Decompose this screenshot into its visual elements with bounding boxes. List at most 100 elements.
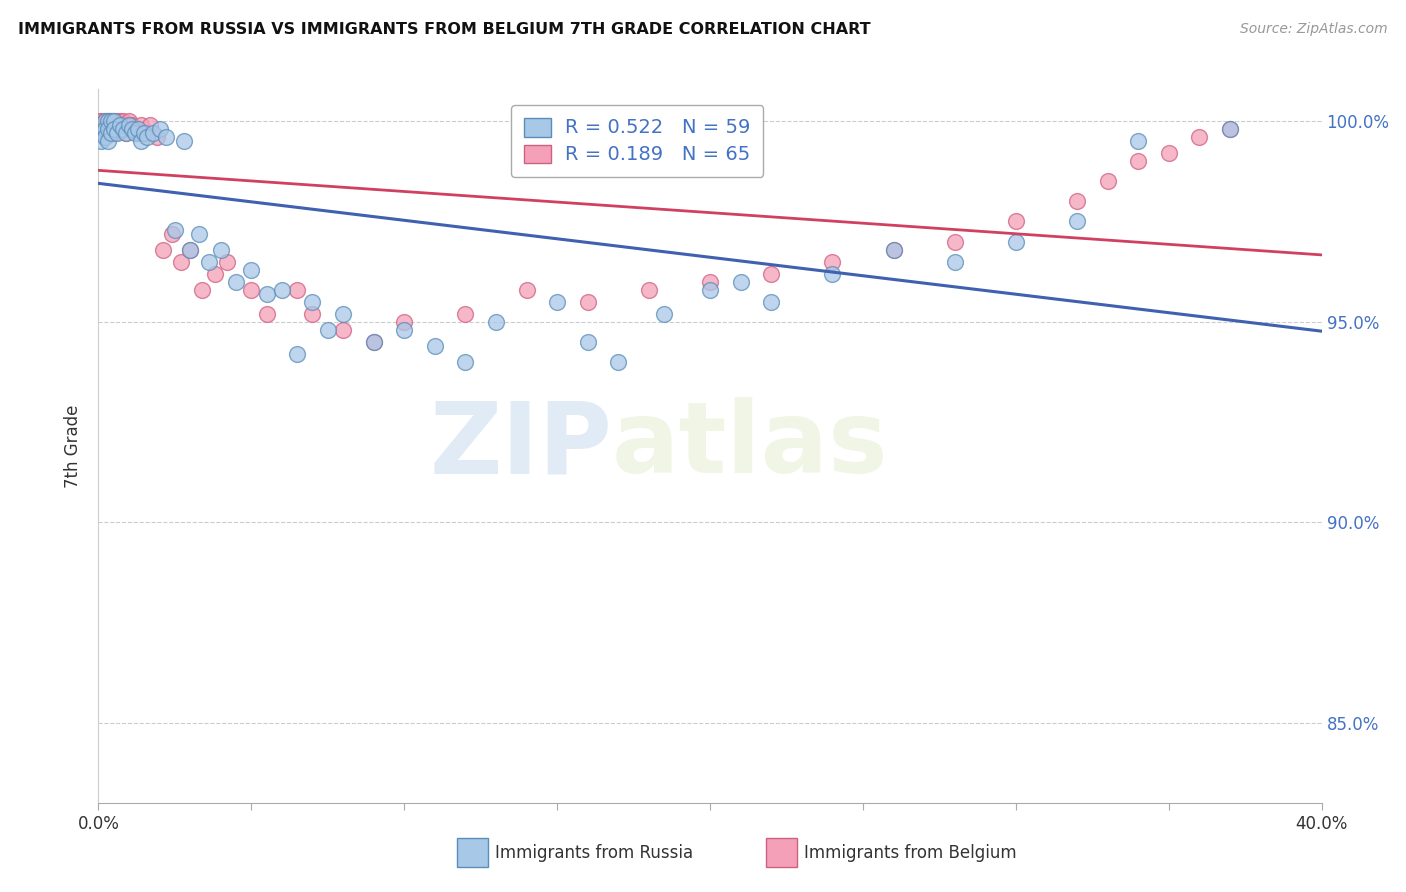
Point: [173, 134, 195, 148]
Point: [93, 114, 115, 128]
Point: [637, 283, 661, 297]
Point: [103, 114, 125, 128]
Point: [883, 243, 905, 257]
Point: [115, 126, 138, 140]
Point: [139, 118, 162, 132]
Point: [301, 294, 323, 309]
Point: [127, 122, 149, 136]
Point: [1157, 146, 1180, 161]
Point: [516, 283, 538, 297]
Point: [97, 118, 120, 132]
Point: [134, 126, 156, 140]
Point: [149, 122, 172, 136]
Legend: R = 0.522   N = 59, R = 0.189   N = 65: R = 0.522 N = 59, R = 0.189 N = 65: [512, 105, 763, 177]
Point: [129, 118, 152, 132]
Point: [1004, 235, 1026, 249]
Point: [115, 118, 138, 132]
Point: [163, 222, 186, 236]
Point: [316, 323, 339, 337]
Point: [1004, 214, 1026, 228]
Point: [759, 294, 782, 309]
Point: [191, 283, 214, 297]
Point: [145, 130, 167, 145]
Point: [93, 122, 115, 136]
Point: [170, 254, 193, 268]
Point: [100, 118, 122, 132]
Text: IMMIGRANTS FROM RUSSIA VS IMMIGRANTS FROM BELGIUM 7TH GRADE CORRELATION CHART: IMMIGRANTS FROM RUSSIA VS IMMIGRANTS FRO…: [18, 22, 870, 37]
Point: [121, 122, 143, 136]
Point: [108, 114, 131, 128]
Point: [652, 307, 675, 321]
Point: [392, 315, 416, 329]
Point: [179, 243, 201, 257]
Point: [332, 323, 354, 337]
Point: [301, 307, 323, 321]
Point: [118, 114, 141, 128]
Point: [240, 262, 263, 277]
Point: [121, 118, 143, 132]
Point: [209, 243, 232, 257]
Point: [392, 323, 416, 337]
Point: [93, 126, 115, 140]
Bar: [766, 838, 797, 867]
Point: [363, 334, 385, 349]
Point: [699, 283, 721, 297]
Point: [136, 130, 159, 145]
Point: [90, 122, 112, 136]
Y-axis label: 7th Grade: 7th Grade: [65, 404, 83, 488]
Point: [821, 267, 844, 281]
Point: [100, 126, 122, 140]
Point: [93, 114, 115, 128]
Point: [332, 307, 354, 321]
Point: [105, 122, 128, 136]
Point: [1097, 174, 1119, 188]
Point: [93, 122, 115, 136]
Point: [1066, 214, 1088, 228]
Point: [90, 134, 112, 148]
Point: [215, 254, 238, 268]
Point: [97, 122, 120, 136]
Point: [1219, 122, 1241, 136]
Point: [1219, 122, 1241, 136]
Point: [97, 114, 120, 128]
Point: [730, 275, 752, 289]
Point: [188, 227, 211, 241]
Point: [111, 122, 134, 136]
Point: [155, 130, 177, 145]
Point: [105, 118, 128, 132]
Point: [285, 283, 308, 297]
Point: [454, 355, 477, 369]
Bar: [457, 838, 488, 867]
Point: [152, 243, 174, 257]
Point: [204, 267, 226, 281]
Point: [127, 126, 149, 140]
Point: [93, 118, 115, 132]
Point: [100, 114, 122, 128]
Text: Immigrants from Russia: Immigrants from Russia: [495, 844, 693, 862]
Point: [197, 254, 219, 268]
Point: [103, 118, 125, 132]
Point: [93, 130, 115, 145]
Point: [118, 118, 141, 132]
Point: [1188, 130, 1211, 145]
Point: [270, 283, 292, 297]
Text: Immigrants from Belgium: Immigrants from Belgium: [804, 844, 1017, 862]
Point: [285, 347, 308, 361]
Point: [100, 126, 122, 140]
Point: [256, 286, 278, 301]
Point: [454, 307, 477, 321]
Point: [97, 126, 120, 140]
Point: [576, 334, 599, 349]
Point: [103, 122, 125, 136]
Point: [90, 114, 112, 128]
Point: [97, 122, 120, 136]
Point: [883, 243, 905, 257]
Point: [943, 235, 966, 249]
Point: [607, 355, 630, 369]
Point: [1066, 194, 1088, 209]
Point: [546, 294, 568, 309]
Point: [124, 126, 146, 140]
Point: [759, 267, 782, 281]
Point: [821, 254, 844, 268]
Point: [134, 126, 156, 140]
